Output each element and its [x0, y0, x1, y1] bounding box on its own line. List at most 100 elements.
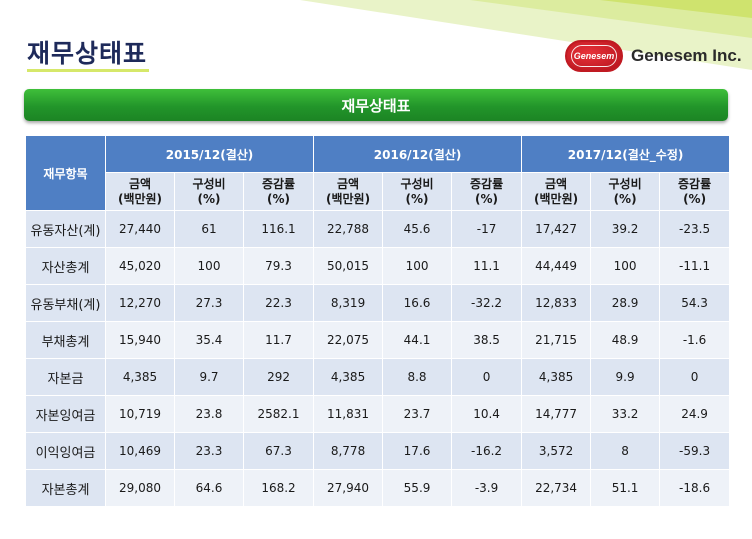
table-cell: 54.3 [659, 284, 731, 322]
row-label: 자본총계 [25, 469, 106, 507]
table-row: 유동자산(계) 27,440 61 116.1 22,788 45.6 -17 17,427 3… [25, 210, 731, 248]
table-body: 유동자산(계) 27,440 61 116.1 22,788 45.6 -17 17,427 3… [25, 210, 731, 507]
period-header: 2017/12(결산_수정) [521, 135, 731, 173]
table-cell: 61 [174, 210, 244, 248]
subheader-line1: 구성비 [608, 176, 642, 191]
table-cell: 100 [382, 247, 453, 285]
table-cell: 35.4 [174, 321, 244, 359]
subheader-line1: 증감률 [678, 176, 712, 191]
logo-mark-text: Genesem [573, 51, 615, 61]
table-cell: -59.3 [659, 432, 731, 470]
table-row: 유동부채(계) 12,270 27.3 22.3 8,319 16.6 -32.2 12,83… [25, 284, 731, 322]
table-cell: 23.8 [174, 395, 244, 433]
table-cell: 55.9 [382, 469, 453, 507]
table-cell: 168.2 [242, 469, 315, 507]
title-underline [27, 69, 149, 72]
column-subheader: 증감률 (%) [242, 172, 315, 211]
subheader-line1: 증감률 [261, 176, 296, 191]
table-cell: 15,940 [105, 321, 175, 359]
table-cell: 3,572 [521, 432, 592, 470]
subheader-line1: 금액 [545, 176, 568, 191]
table-cell: 12,833 [521, 284, 592, 322]
table-cell: 44,449 [521, 247, 592, 285]
table-cell: -23.5 [659, 210, 731, 248]
table-cell: 4,385 [105, 358, 175, 396]
table-cell: 39.2 [590, 210, 661, 248]
table-cell: 2582.1 [242, 395, 315, 433]
table-cell: 22.3 [242, 284, 315, 322]
subheader-row: 금액 (백만원) 구성비 (%) 증감률 (%) 금액 (백만원) 구성비 (%) 증감률 (%) 금액… [26, 172, 731, 211]
row-label: 유동부채(계) [25, 284, 106, 322]
table-cell: 23.3 [174, 432, 244, 470]
corner-header: 재무항목 [25, 135, 106, 211]
table-cell: -1.6 [659, 321, 731, 359]
table-cell: -18.6 [659, 469, 731, 507]
table-cell: 17.6 [382, 432, 453, 470]
table-cell: 38.5 [451, 321, 523, 359]
subheader-line2: (%) [405, 191, 429, 206]
column-subheader: 증감률 (%) [451, 172, 523, 211]
table-cell: 24.9 [659, 395, 731, 433]
table-cell: 12,270 [105, 284, 175, 322]
column-subheader: 구성비 (%) [174, 172, 244, 211]
table-row: 자본총계 29,080 64.6 168.2 27,940 55.9 -3.9 22,734 5… [25, 469, 731, 507]
column-subheader: 구성비 (%) [382, 172, 453, 211]
table-cell: -32.2 [451, 284, 523, 322]
section-banner: 재무상태표 [24, 89, 728, 121]
table-cell: 50,015 [313, 247, 384, 285]
table-cell: 27,940 [313, 469, 384, 507]
table-cell: 14,777 [521, 395, 592, 433]
table-cell: 79.3 [242, 247, 315, 285]
balance-sheet-table: 재무항목 2015/12(결산) 2016/12(결산) 2017/12(결산_… [25, 135, 731, 507]
table-cell: 8,319 [313, 284, 384, 322]
table-cell: 116.1 [242, 210, 315, 248]
table-cell: 27.3 [174, 284, 244, 322]
table-cell: 11.7 [242, 321, 315, 359]
subheader-line1: 구성비 [400, 176, 434, 191]
table-cell: 64.6 [174, 469, 244, 507]
row-label: 부채총계 [25, 321, 106, 359]
table-cell: 8 [590, 432, 661, 470]
table-cell: 9.7 [174, 358, 244, 396]
table-cell: 4,385 [521, 358, 592, 396]
table-cell: -11.1 [659, 247, 731, 285]
table-cell: 9.9 [590, 358, 661, 396]
table-cell: 33.2 [590, 395, 661, 433]
table-cell: 22,788 [313, 210, 384, 248]
table-cell: 27,440 [105, 210, 175, 248]
table-cell: 48.9 [590, 321, 661, 359]
row-label: 이익잉여금 [25, 432, 106, 470]
company-logo: Genesem Genesem Inc. [565, 39, 742, 73]
table-cell: 16.6 [382, 284, 453, 322]
subheader-line2: (%) [613, 191, 637, 206]
logo-text: Genesem Inc. [631, 46, 742, 65]
subheader-line2: (%) [197, 191, 221, 206]
table-cell: 100 [174, 247, 244, 285]
period-header: 2016/12(결산) [313, 135, 523, 173]
table-cell: 51.1 [590, 469, 661, 507]
table-cell: 8,778 [313, 432, 384, 470]
table-row: 부채총계 15,940 35.4 11.7 22,075 44.1 38.5 21,715 48… [25, 321, 731, 359]
subheader-line2: (%) [475, 191, 499, 206]
table-row: 자산총계 45,020 100 79.3 50,015 100 11.1 44,449 100-… [25, 247, 731, 285]
subheader-line1: 증감률 [469, 176, 504, 191]
table-cell: 45,020 [105, 247, 175, 285]
table-row: 자본잉여금 10,719 23.8 2582.1 11,831 23.7 10.4 14,77… [25, 395, 731, 433]
row-label: 유동자산(계) [25, 210, 106, 248]
table-cell: 45.6 [382, 210, 453, 248]
table-cell: 29,080 [105, 469, 175, 507]
table-cell: -16.2 [451, 432, 523, 470]
table-cell: 100 [590, 247, 661, 285]
column-subheader: 구성비 (%) [590, 172, 661, 211]
subheader-line1: 금액 [336, 176, 360, 191]
table-cell: 44.1 [382, 321, 453, 359]
subheader-line2: (백만원) [325, 191, 371, 206]
subheader-line2: (백만원) [534, 191, 579, 206]
subheader-line1: 금액 [128, 176, 152, 191]
table-cell: 4,385 [313, 358, 384, 396]
table-cell: 8.8 [382, 358, 453, 396]
subheader-line2: (백만원) [117, 191, 163, 206]
table-cell: -17 [451, 210, 523, 248]
table-row: 이익잉여금 10,469 23.3 67.3 8,778 17.6 -16.2 3,572 8-… [25, 432, 731, 470]
